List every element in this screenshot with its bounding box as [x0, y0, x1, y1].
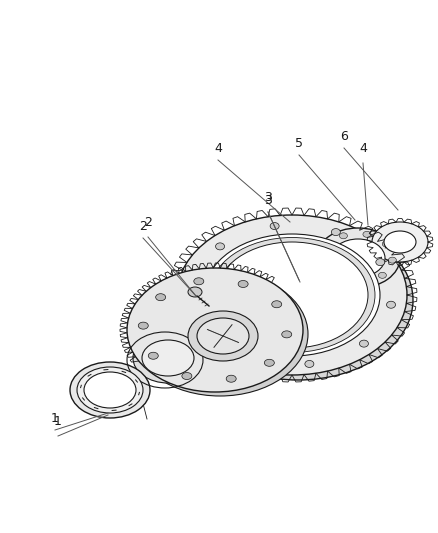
Ellipse shape [272, 301, 282, 308]
Ellipse shape [155, 294, 166, 301]
Ellipse shape [132, 272, 308, 396]
Text: 4: 4 [359, 142, 367, 155]
Ellipse shape [216, 242, 368, 348]
Text: 2: 2 [144, 216, 152, 229]
Ellipse shape [321, 261, 328, 268]
Ellipse shape [378, 272, 386, 278]
Ellipse shape [199, 325, 208, 332]
Ellipse shape [331, 239, 385, 277]
Ellipse shape [127, 268, 303, 392]
Ellipse shape [197, 318, 249, 354]
Ellipse shape [282, 331, 292, 338]
Ellipse shape [177, 215, 407, 375]
Ellipse shape [226, 375, 236, 382]
Ellipse shape [363, 231, 371, 237]
Ellipse shape [376, 259, 385, 265]
Ellipse shape [384, 231, 416, 253]
Text: 2: 2 [139, 220, 147, 233]
Ellipse shape [215, 243, 225, 250]
Ellipse shape [209, 238, 375, 352]
Ellipse shape [138, 322, 148, 329]
Ellipse shape [372, 222, 428, 262]
Ellipse shape [323, 245, 331, 251]
Text: 6: 6 [340, 130, 348, 143]
Ellipse shape [357, 279, 365, 285]
Ellipse shape [265, 359, 274, 366]
Ellipse shape [183, 220, 413, 380]
Text: 1: 1 [54, 415, 62, 428]
Ellipse shape [142, 340, 194, 376]
Ellipse shape [182, 373, 192, 379]
Ellipse shape [238, 280, 248, 287]
Ellipse shape [339, 233, 347, 239]
Ellipse shape [331, 229, 340, 236]
Ellipse shape [204, 234, 380, 356]
Ellipse shape [188, 287, 202, 297]
Ellipse shape [133, 333, 203, 383]
Ellipse shape [382, 241, 390, 247]
Ellipse shape [389, 257, 396, 263]
Ellipse shape [188, 282, 198, 289]
Text: 3: 3 [264, 194, 272, 207]
Ellipse shape [84, 372, 136, 408]
Ellipse shape [70, 362, 150, 418]
Ellipse shape [194, 278, 204, 285]
Text: 5: 5 [295, 137, 303, 150]
Ellipse shape [270, 223, 279, 230]
Text: 1: 1 [51, 412, 59, 425]
Text: 4: 4 [214, 142, 222, 155]
Ellipse shape [334, 275, 342, 281]
Ellipse shape [360, 340, 368, 347]
Text: 3: 3 [264, 191, 272, 204]
Ellipse shape [386, 301, 396, 308]
Ellipse shape [305, 360, 314, 367]
Ellipse shape [77, 367, 143, 413]
Ellipse shape [188, 311, 258, 361]
Ellipse shape [148, 352, 158, 359]
Ellipse shape [316, 228, 400, 288]
Ellipse shape [244, 354, 253, 361]
